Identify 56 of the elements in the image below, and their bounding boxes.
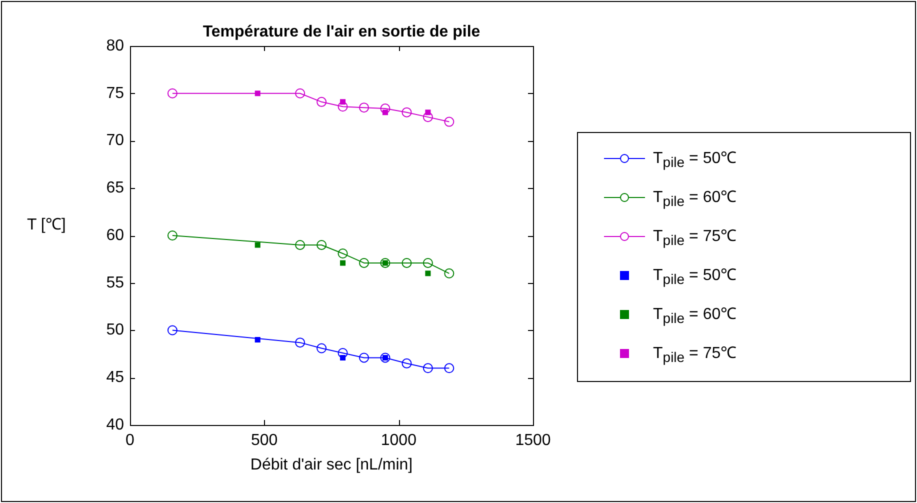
point: [382, 110, 388, 116]
point: [316, 240, 327, 250]
y-tick-label: 75: [106, 84, 124, 102]
legend-label: T$_{pile}$ = 60℃: [653, 188, 737, 210]
point: [167, 325, 178, 336]
legend-label: T$_{pile}$ = 75℃: [653, 227, 737, 249]
x-tick-label: 500: [250, 432, 278, 450]
legend-label: T$_{pile}$ = 75℃: [653, 344, 737, 366]
point: [444, 268, 454, 278]
point: [254, 90, 260, 96]
legend-label: T$_{pile}$ = 50℃: [653, 266, 737, 288]
point: [316, 343, 327, 354]
point: [254, 336, 260, 342]
point: [425, 270, 431, 276]
y-tick-label: 60: [106, 226, 124, 244]
y-axis-title: T [℃]: [27, 216, 66, 234]
point: [359, 102, 370, 113]
point: [422, 258, 433, 268]
point: [338, 348, 348, 358]
point: [167, 88, 178, 98]
point: [295, 88, 306, 98]
point: [338, 248, 348, 259]
point: [340, 99, 346, 105]
point: [254, 242, 260, 248]
point: [359, 258, 370, 268]
x-tick-label: 1000: [380, 432, 417, 450]
chart-title: Température de l'air en sortie de pile: [202, 23, 480, 40]
point: [295, 338, 306, 348]
x-axis-title: Débit d'air sec [nL/min]: [250, 456, 413, 474]
point: [402, 107, 412, 118]
y-tick-label: 65: [106, 180, 124, 197]
point: [425, 110, 431, 116]
y-tick-label: 70: [106, 132, 124, 150]
point: [359, 352, 370, 363]
point: [316, 96, 327, 107]
point: [444, 363, 454, 374]
point: [167, 230, 178, 240]
y-tick-label: 55: [106, 274, 124, 292]
point: [422, 112, 433, 122]
x-tick-label: 1500: [515, 432, 551, 450]
point: [295, 240, 306, 250]
point: [380, 104, 390, 114]
x-tick-label: 0: [126, 432, 135, 450]
point: [444, 116, 454, 127]
y-tick-label: 45: [106, 369, 124, 386]
y-tick-label: 50: [106, 322, 124, 339]
y-tick-label: 80: [106, 37, 124, 54]
point: [402, 358, 412, 368]
legend-label: T$_{pile}$ = 50℃: [653, 149, 737, 171]
y-tick-label: 40: [106, 416, 124, 434]
point: [422, 363, 433, 374]
point: [340, 354, 346, 360]
legend-label: T$_{pile}$ = 60℃: [653, 305, 737, 327]
point: [340, 260, 346, 266]
point: [402, 258, 412, 268]
point: [338, 102, 348, 112]
